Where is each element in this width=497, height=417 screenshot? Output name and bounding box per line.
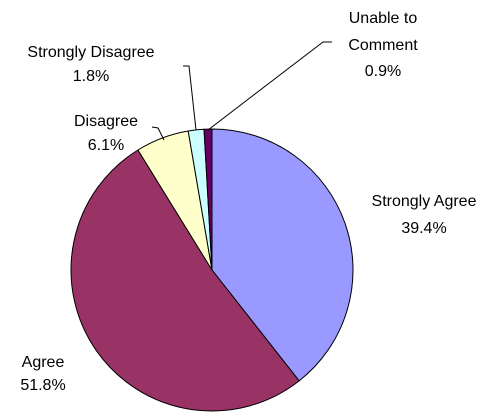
- slice-value-agree: 51.8%: [20, 377, 65, 394]
- slice-label-disagree: Disagree: [74, 113, 138, 130]
- slice-value-unable-to-comment: 0.9%: [365, 63, 401, 80]
- slice-label-strongly-agree: Strongly Agree: [372, 193, 477, 210]
- slice-value-strongly-agree: 39.4%: [401, 220, 446, 237]
- slice-value-disagree: 6.1%: [88, 137, 124, 154]
- pie-slice-unable-to-comment: [203, 128, 213, 271]
- leader-line-strongly-disagree: [183, 65, 197, 131]
- slice-label-agree: Agree: [22, 354, 65, 371]
- slice-label-unable-to-comment-line2: Comment: [348, 37, 418, 54]
- pie-slice-agree: [70, 149, 300, 412]
- slice-label-unable-to-comment-line1: Unable to: [349, 10, 418, 27]
- leader-line-unable-to-comment: [207, 41, 332, 131]
- leader-lines: [151, 41, 332, 141]
- slice-label-strongly-disagree: Strongly Disagree: [27, 44, 154, 61]
- slice-value-strongly-disagree: 1.8%: [73, 68, 109, 85]
- leader-line-disagree: [151, 126, 165, 141]
- pie-slice-strongly-agree: [211, 128, 354, 382]
- pie-slices: [70, 128, 354, 412]
- slice-labels: Strongly Agree 39.4% Agree 51.8% Disagre…: [20, 10, 476, 394]
